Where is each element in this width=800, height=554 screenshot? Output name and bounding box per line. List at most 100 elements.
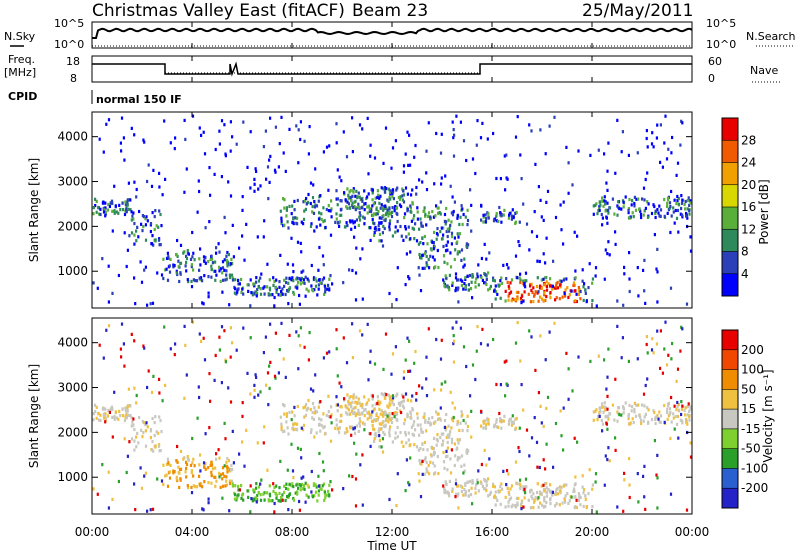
- scatter-cell: [670, 395, 673, 400]
- scatter-cell: [499, 383, 502, 387]
- scatter-cell: [421, 224, 424, 228]
- scatter-cell: [323, 292, 326, 296]
- scatter-cell: [454, 482, 458, 486]
- scatter-cell: [163, 119, 166, 123]
- scatter-cell: [233, 291, 236, 295]
- scatter-cell: [673, 221, 676, 225]
- scatter-cell: [269, 154, 272, 158]
- scatter-cell: [325, 287, 329, 291]
- scatter-cell: [323, 490, 327, 495]
- scatter-cell: [508, 492, 511, 496]
- scatter-cell: [488, 286, 492, 291]
- scatter-cell: [157, 225, 160, 229]
- scatter-cell: [538, 259, 541, 264]
- scatter-cell: [523, 279, 526, 283]
- scatter-cell: [220, 381, 223, 385]
- scatter-cell: [383, 190, 386, 194]
- scatter-cell: [396, 392, 399, 396]
- scatter-cell: [317, 405, 320, 409]
- scatter-cell: [628, 289, 631, 294]
- scatter-cell: [584, 288, 587, 292]
- scatter-cell: [246, 371, 249, 375]
- scatter-cell: [411, 202, 414, 206]
- scatter-cell: [685, 302, 689, 306]
- scatter-cell: [531, 290, 534, 295]
- scatter-cell: [133, 233, 136, 237]
- scatter-cell: [223, 464, 226, 468]
- scatter-cell: [484, 273, 487, 277]
- scatter-cell: [240, 483, 243, 488]
- x-tick-label: 20:00: [575, 525, 610, 539]
- scatter-cell: [574, 269, 577, 273]
- scatter-cell: [154, 238, 157, 242]
- scatter-cell: [495, 214, 498, 218]
- scatter-cell: [592, 212, 595, 216]
- scatter-cell: [446, 433, 449, 437]
- scatter-cell: [133, 386, 136, 390]
- scatter-cell: [285, 486, 288, 491]
- scatter-cell: [371, 423, 374, 428]
- scatter-cell: [403, 212, 407, 216]
- scatter-cell: [415, 192, 418, 196]
- scatter-cell: [352, 411, 355, 416]
- scatter-cell: [351, 219, 354, 223]
- scatter-cell: [462, 139, 466, 143]
- scatter-cell: [246, 283, 249, 287]
- scatter-cell: [504, 188, 507, 192]
- scatter-cell: [184, 470, 187, 474]
- scatter-cell: [158, 209, 161, 213]
- scatter-cell: [533, 498, 536, 503]
- scatter-cell: [218, 348, 221, 352]
- scatter-cell: [394, 230, 397, 234]
- scatter-cell: [285, 420, 288, 424]
- scatter-cell: [272, 482, 275, 486]
- scatter-cell: [539, 501, 542, 505]
- scatter-cell: [426, 214, 429, 218]
- scatter-cell: [235, 292, 238, 296]
- scatter-cell: [633, 410, 636, 414]
- scatter-cell: [404, 358, 407, 362]
- scatter-cell: [462, 418, 465, 423]
- scatter-cell: [540, 492, 543, 497]
- scatter-cell: [342, 281, 345, 285]
- scatter-cell: [390, 166, 393, 170]
- scatter-cell: [480, 481, 483, 486]
- scatter-cell: [225, 269, 228, 273]
- scatter-cell: [218, 129, 221, 133]
- scatter-cell: [601, 405, 604, 409]
- scatter-cell: [292, 270, 295, 274]
- scatter-cell: [522, 485, 525, 489]
- scatter-cell: [328, 350, 331, 354]
- scatter-cell: [636, 472, 639, 476]
- scatter-cell: [510, 505, 513, 509]
- scatter-cell: [601, 402, 604, 406]
- scatter-cell: [538, 492, 542, 496]
- scatter-cell: [266, 468, 269, 472]
- scatter-cell: [582, 491, 585, 495]
- scatter-cell: [567, 295, 570, 300]
- scatter-cell: [372, 419, 375, 424]
- scatter-cell: [554, 298, 557, 302]
- scatter-cell: [470, 280, 473, 284]
- scatter-cell: [605, 422, 608, 426]
- scatter-cell: [221, 271, 224, 275]
- scatter-cell: [443, 490, 446, 494]
- scatter-cell: [614, 436, 617, 440]
- scatter-cell: [302, 269, 305, 273]
- scatter-cell: [425, 429, 428, 433]
- scatter-cell: [363, 422, 366, 426]
- scatter-cell: [549, 277, 552, 281]
- scatter-cell: [570, 495, 573, 499]
- scatter-cell: [354, 414, 357, 418]
- scatter-cell: [380, 239, 383, 243]
- scatter-cell: [123, 437, 126, 441]
- scatter-cell: [566, 492, 569, 496]
- scatter-cell: [97, 205, 100, 210]
- scatter-cell: [340, 213, 343, 217]
- scatter-cell: [628, 422, 631, 426]
- scatter-cell: [197, 179, 200, 183]
- scatter-cell: [312, 211, 316, 215]
- scatter-cell: [581, 485, 584, 489]
- scatter-cell: [519, 296, 523, 300]
